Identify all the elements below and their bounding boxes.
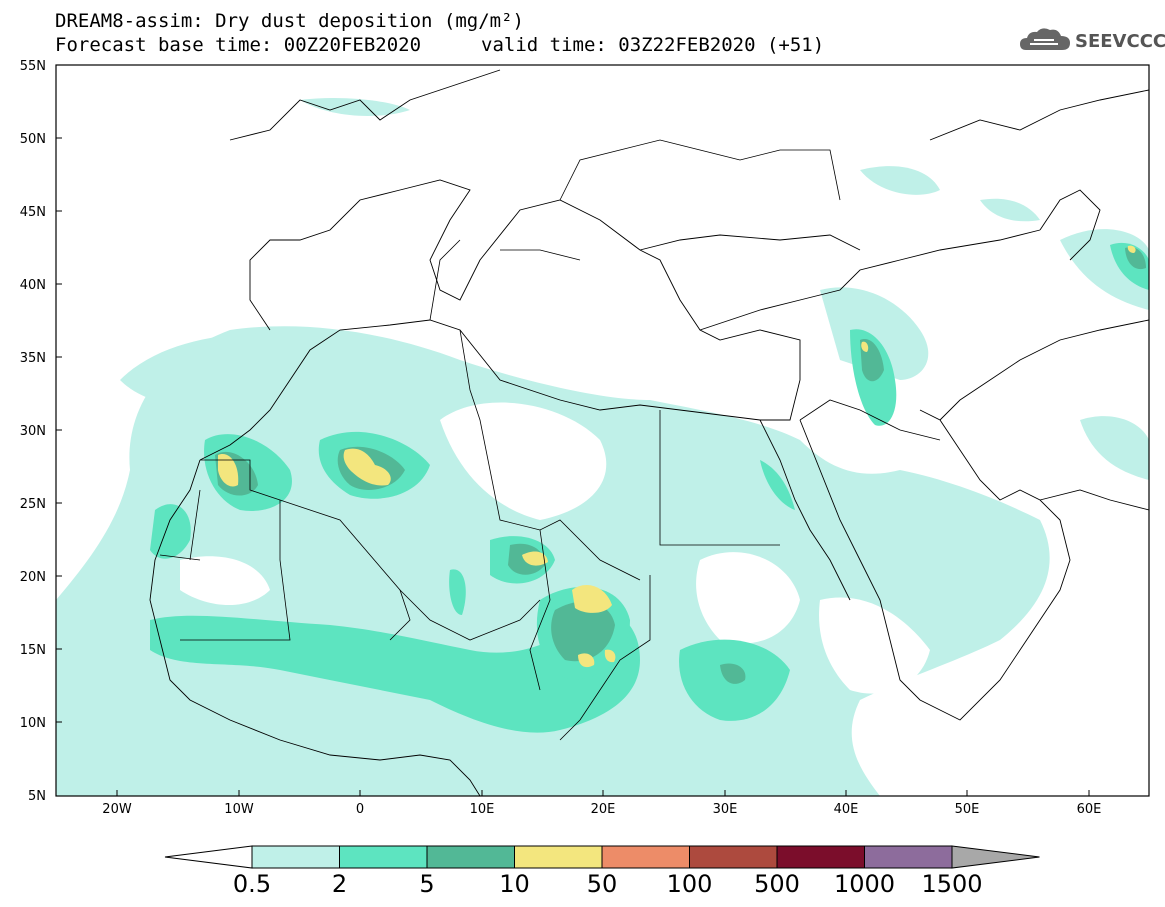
lat-label: 30N xyxy=(20,424,46,439)
lon-label: 50E xyxy=(955,802,980,817)
colorbar-swatch xyxy=(514,845,603,869)
lon-label: 20W xyxy=(102,802,132,817)
lat-label: 45N xyxy=(20,205,46,220)
lat-label: 15N xyxy=(20,643,46,658)
colorbar-label: 0.5 xyxy=(232,870,272,898)
colorbar-swatch xyxy=(339,845,428,869)
colorbar-label: 1500 xyxy=(921,870,983,898)
latitude-labels: 55N 50N 45N 40N 35N 30N 25N 20N 15N 10N … xyxy=(20,59,46,804)
country-borders xyxy=(159,139,941,741)
colorbar-label: 50 xyxy=(586,870,618,898)
colorbar-swatch xyxy=(776,845,865,869)
dust-fields xyxy=(56,98,1149,796)
coastlines-borders xyxy=(149,69,1149,796)
lat-label: 25N xyxy=(20,497,46,512)
colorbar-label: 1000 xyxy=(833,870,896,898)
map-title: DREAM8-assim: Dry dust deposition (mg/m²… xyxy=(55,10,524,32)
forecast-base-time: Forecast base time: 00Z20FEB2020 xyxy=(55,34,422,56)
cloud-logo-icon xyxy=(1020,28,1070,50)
colorbar xyxy=(164,845,1040,869)
lon-label: 0 xyxy=(356,802,364,817)
colorbar-swatch xyxy=(426,845,515,869)
colorbar-label: 5 xyxy=(419,870,435,898)
lat-label: 10N xyxy=(20,716,46,731)
lat-label: 5N xyxy=(28,789,46,804)
logo-text: SEEVCCC xyxy=(1075,31,1165,52)
lon-label: 20E xyxy=(591,802,616,817)
lon-label: 60E xyxy=(1077,802,1102,817)
lat-label: 55N xyxy=(20,59,46,74)
lat-label: 35N xyxy=(20,351,46,366)
lon-label: 10E xyxy=(470,802,495,817)
longitude-labels: 20W 10W 0 10E 20E 30E 40E 50E 60E xyxy=(102,802,1101,817)
colorbar-swatch xyxy=(689,845,778,869)
colorbar-label: 100 xyxy=(666,870,713,898)
lon-label: 30E xyxy=(713,802,738,817)
colorbar-left-arrow xyxy=(164,845,253,869)
lon-label: 10W xyxy=(224,802,254,817)
lon-label: 40E xyxy=(834,802,859,817)
valid-time: valid time: 03Z22FEB2020 (+51) xyxy=(481,34,825,56)
colorbar-swatch xyxy=(251,845,340,869)
colorbar-swatch xyxy=(601,845,690,869)
colorbar-swatch xyxy=(864,845,953,869)
colorbar-right-arrow xyxy=(951,845,1040,869)
colorbar-label: 10 xyxy=(499,870,530,898)
colorbar-label: 500 xyxy=(754,870,800,898)
colorbar-label: 2 xyxy=(331,870,348,898)
lat-label: 40N xyxy=(20,278,46,293)
lat-label: 50N xyxy=(20,132,46,147)
lat-label: 20N xyxy=(20,570,46,585)
